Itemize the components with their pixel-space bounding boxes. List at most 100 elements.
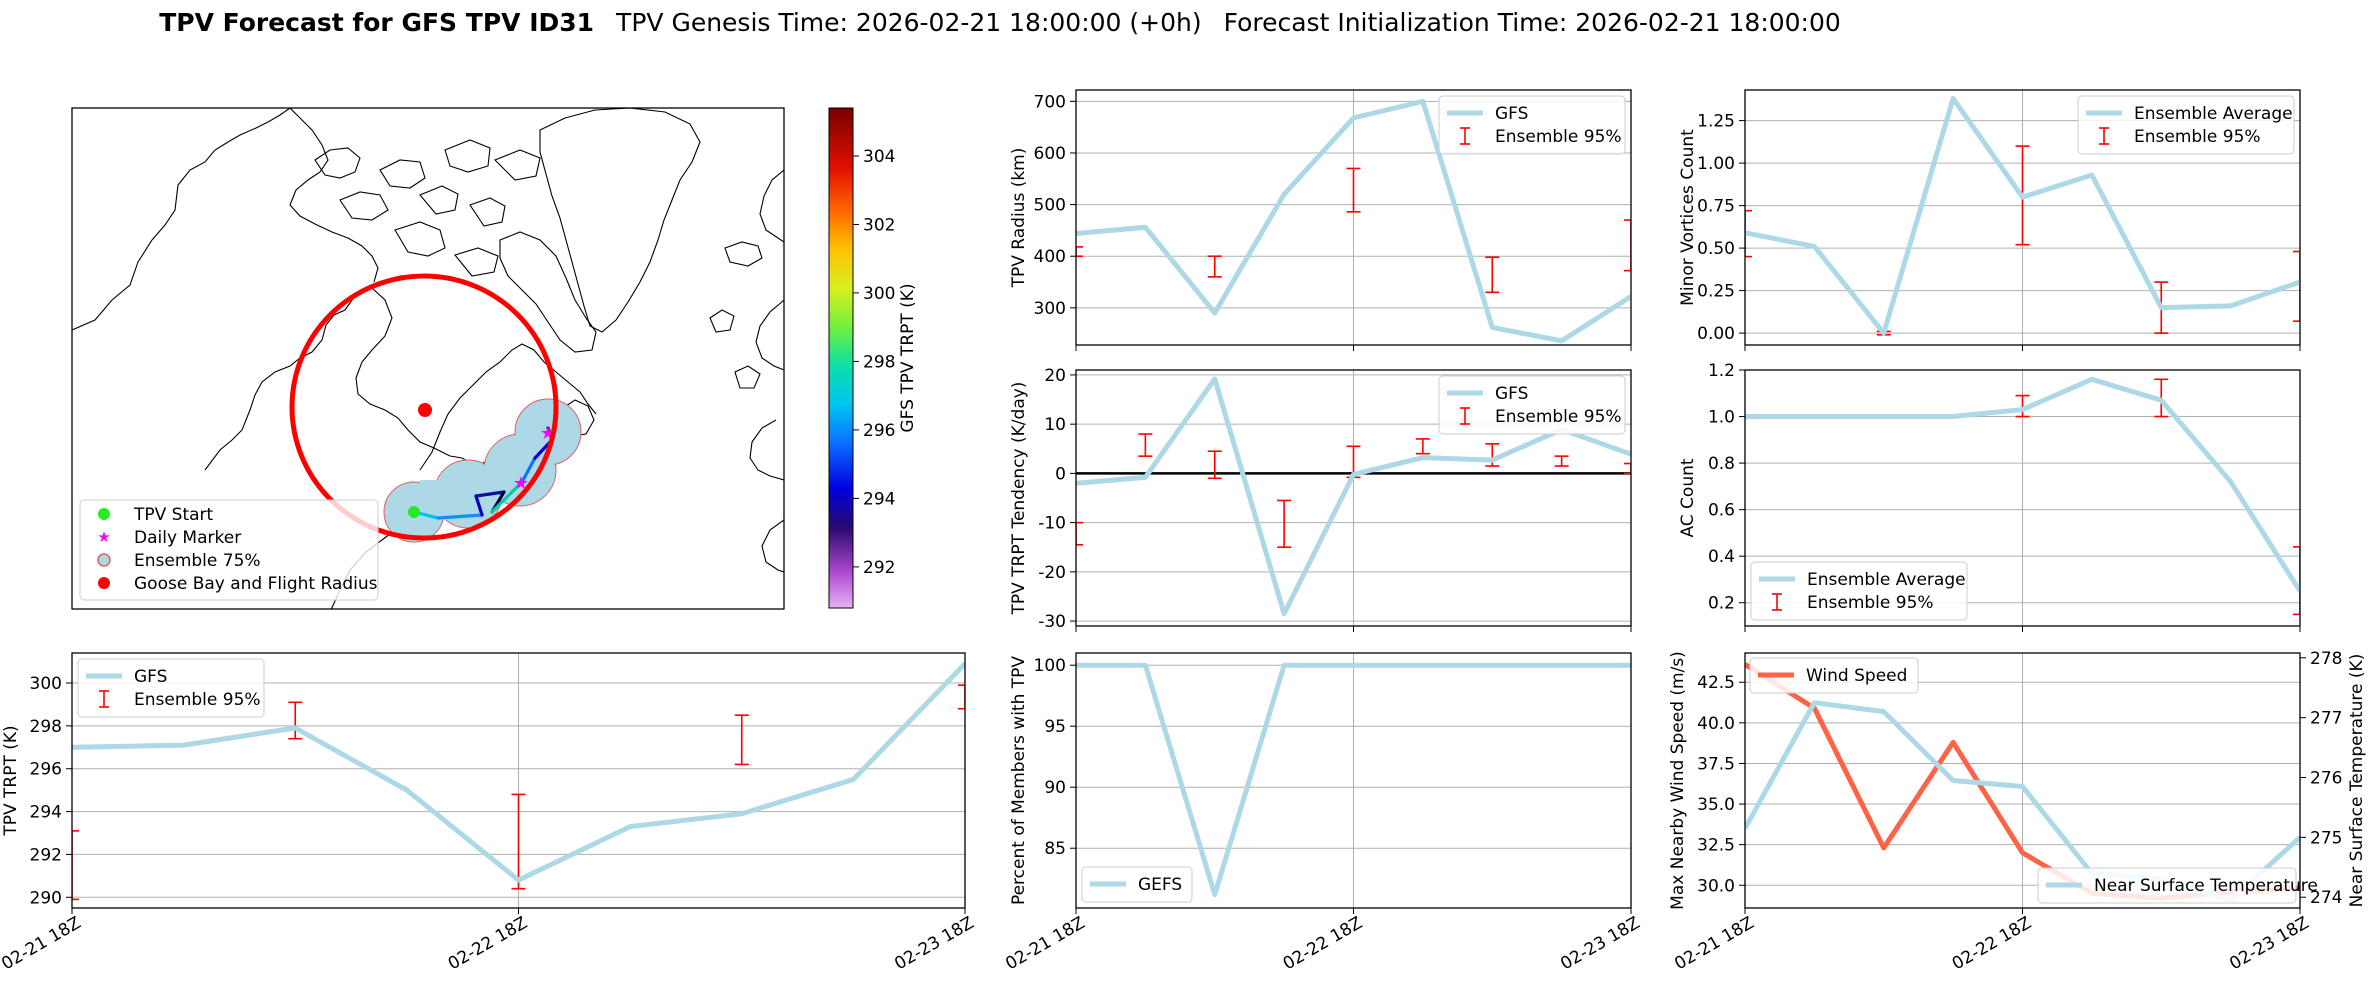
- y-tick-label: 290: [30, 888, 62, 908]
- y-tick-label: 400: [1034, 247, 1066, 267]
- legend: Ensemble Average Ensemble 95%: [2077, 95, 2295, 155]
- error-bar: [288, 701, 303, 740]
- y-tick-label: 1.2: [1708, 361, 1735, 381]
- legend-green-dot-icon: [98, 508, 110, 520]
- legend-box: [1749, 657, 1919, 694]
- y2-tick-label: 274: [2310, 888, 2342, 908]
- figure-title: TPV Forecast for GFS TPV ID31 TPV Genesis…: [159, 8, 1841, 37]
- y-tick-label: 0.8: [1708, 454, 1735, 474]
- legend-label: Ensemble Average: [2134, 104, 2293, 124]
- legend-box: [1438, 95, 1626, 155]
- y2-axis-label: Near Surface Temperature (K): [2347, 654, 2367, 908]
- y2-tick-label: 276: [2310, 769, 2342, 789]
- legend-box: [77, 658, 265, 718]
- plot-frame: [1075, 89, 1632, 346]
- plot-frame: [1075, 652, 1632, 909]
- x-tick-label: 02-22 18Z: [445, 913, 531, 974]
- x-tick-label: 02-23 18Z: [891, 913, 977, 974]
- error-bar: [72, 830, 79, 901]
- legend-label: GFS: [1495, 104, 1528, 124]
- series-line-ensemble-average: [1745, 96, 2300, 336]
- y-tick-label: 0.2: [1708, 594, 1735, 614]
- y-tick-label: 700: [1034, 92, 1066, 112]
- legend-tpv-start: TPV Start: [133, 505, 214, 525]
- legend: GFS Ensemble 95%: [1438, 375, 1626, 435]
- legend-red-dot-icon: [98, 577, 110, 589]
- y-axis-label: Max Nearby Wind Speed (m/s): [1668, 651, 1688, 910]
- colorbar-tick-label: 304: [863, 147, 895, 167]
- plot-content: [1076, 376, 1631, 617]
- colorbar-label: GFS TPV TRPT (K): [898, 283, 918, 432]
- legend-ensemble-75: Ensemble 75%: [134, 551, 261, 571]
- legend: Near Surface Temperature: [2037, 867, 2318, 904]
- y-tick-label: 298: [30, 717, 62, 737]
- error-bar: [1207, 450, 1222, 480]
- y-tick-label: 300: [1034, 299, 1066, 319]
- error-bar: [2015, 394, 2030, 418]
- legend-magenta-star-icon: ★: [97, 528, 110, 546]
- y-tick-label: 10: [1044, 415, 1066, 435]
- y2-tick-label: 277: [2310, 709, 2342, 729]
- x-tick-label: 02-22 18Z: [1280, 913, 1366, 974]
- y-tick-label: 0.75: [1697, 197, 1735, 217]
- chart-trpt: 290 292 294 296 298 300 02-21 18Z 02-22 18Z 02-2…: [0, 652, 978, 974]
- title-init: Forecast Initialization Time: 2026-02-21…: [1224, 8, 1841, 37]
- track-segment: [520, 456, 537, 484]
- y-tick-label: 294: [30, 803, 62, 823]
- plot-content: [72, 661, 965, 901]
- track-segment: [474, 490, 506, 498]
- error-bar: [1624, 462, 1631, 475]
- y2-tick-label: 275: [2310, 828, 2342, 848]
- error-bar: [734, 714, 749, 766]
- legend-label: GEFS: [1138, 875, 1182, 895]
- y-tick-label: 600: [1034, 144, 1066, 164]
- y-tick-label: 292: [30, 845, 62, 865]
- x-tick-label: 02-23 18Z: [2226, 913, 2312, 974]
- y-tick-label: 35.0: [1697, 795, 1735, 815]
- legend-label: Ensemble 95%: [134, 690, 261, 710]
- y-tick-label: 0.50: [1697, 239, 1735, 259]
- y-tick-label: 296: [30, 760, 62, 780]
- y-tick-label: 0.6: [1708, 501, 1735, 521]
- y-tick-label: 32.5: [1697, 836, 1735, 856]
- colorbar-tick-label: 292: [863, 558, 895, 578]
- error-bar: [958, 684, 965, 710]
- y-tick-label: 0.4: [1708, 547, 1735, 567]
- plot-content: [1076, 662, 1631, 898]
- chart-tendency: -30 -20 -10 0 10 20 TPV TRPT Tendency (K/day) G…: [1009, 366, 1632, 632]
- legend-box: [1438, 375, 1626, 435]
- error-bar: [1138, 433, 1153, 457]
- legend-box: [2037, 867, 2297, 904]
- y-tick-label: 300: [30, 674, 62, 694]
- error-bar: [1277, 499, 1292, 549]
- plot-frame: [71, 652, 966, 909]
- title-genesis: TPV Genesis Time: 2026-02-21 18:00:00 (+…: [615, 8, 1202, 37]
- error-bar: [1415, 438, 1430, 455]
- series-line-gfs: [1076, 98, 1631, 344]
- legend: GFS Ensemble 95%: [77, 658, 265, 718]
- plot-content: [1076, 98, 1631, 344]
- colorbar-tick-label: 294: [863, 489, 895, 509]
- series-line-gfs: [1076, 376, 1631, 617]
- legend-label: Wind Speed: [1806, 666, 1907, 686]
- legend-daily-marker: Daily Marker: [134, 528, 241, 548]
- plot-frame: [1744, 89, 2301, 346]
- plot-content: [1745, 96, 2300, 336]
- tpv-start-marker: [408, 506, 420, 518]
- legend-label: GFS: [1495, 384, 1528, 404]
- legend-box: [1081, 866, 1193, 903]
- error-bar: [1076, 521, 1083, 546]
- y-tick-label: 37.5: [1697, 754, 1735, 774]
- error-bar: [1485, 256, 1500, 294]
- legend-label: GFS: [134, 667, 167, 687]
- y-tick-label: -30: [1038, 612, 1066, 632]
- map-legend: TPV Start ★ Daily Marker Ensemble 75% Go…: [79, 499, 379, 601]
- error-bar: [1624, 219, 1631, 272]
- plot-content: [1745, 376, 2300, 616]
- y-tick-label: 40.0: [1697, 714, 1735, 734]
- legend-label: Ensemble 95%: [1807, 593, 1934, 613]
- error-bar: [1346, 167, 1361, 213]
- series-line-gfs: [72, 661, 965, 883]
- y-axis-label: TPV TRPT Tendency (K/day): [1009, 382, 1029, 616]
